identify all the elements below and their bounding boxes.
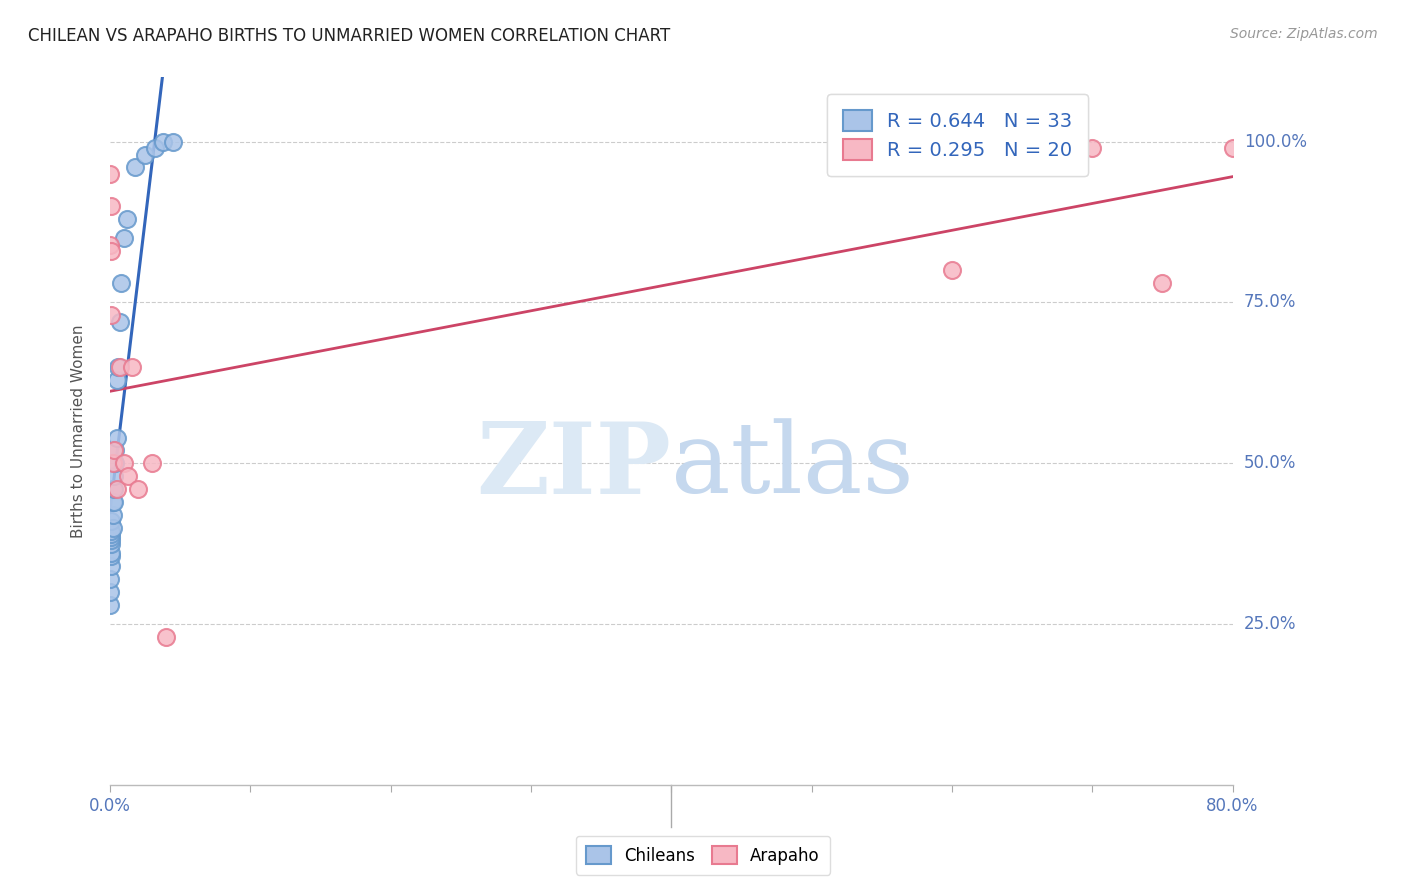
Point	[105, 373, 128, 387]
Point	[1222, 141, 1244, 155]
Point	[117, 469, 139, 483]
Point	[103, 469, 125, 483]
Point	[104, 456, 127, 470]
Text: CHILEAN VS ARAPAHO BIRTHS TO UNMARRIED WOMEN CORRELATION CHART: CHILEAN VS ARAPAHO BIRTHS TO UNMARRIED W…	[28, 27, 671, 45]
Point	[1081, 141, 1104, 155]
Point	[103, 443, 125, 458]
Point	[143, 141, 166, 155]
Point	[141, 456, 163, 470]
Point	[134, 147, 156, 161]
Point	[110, 276, 132, 290]
Point	[100, 549, 122, 564]
Point	[98, 237, 121, 252]
Text: atlas: atlas	[671, 418, 914, 515]
Point	[100, 244, 122, 258]
Y-axis label: Births to Unmarried Women: Births to Unmarried Women	[72, 325, 86, 538]
Point	[100, 199, 122, 213]
Point	[155, 630, 177, 644]
Point	[100, 514, 122, 528]
Point	[127, 482, 149, 496]
Point	[162, 135, 184, 149]
Point	[941, 263, 963, 277]
Text: 75.0%: 75.0%	[1244, 293, 1296, 311]
Point	[98, 167, 121, 181]
Point	[105, 431, 128, 445]
Point	[105, 482, 128, 496]
Point	[100, 533, 122, 548]
Legend: R = 0.644   N = 33, R = 0.295   N = 20: R = 0.644 N = 33, R = 0.295 N = 20	[827, 95, 1088, 176]
Point	[112, 456, 135, 470]
Text: 100.0%: 100.0%	[1244, 133, 1306, 151]
Point	[100, 524, 122, 538]
Point	[1152, 276, 1174, 290]
Point	[107, 359, 129, 374]
Point	[100, 309, 122, 323]
Point	[108, 315, 131, 329]
Point	[115, 211, 138, 226]
Point	[1011, 135, 1033, 149]
Point	[101, 520, 124, 534]
Point	[100, 536, 122, 550]
Point	[112, 231, 135, 245]
Text: 50.0%: 50.0%	[1244, 454, 1296, 472]
Text: Source: ZipAtlas.com: Source: ZipAtlas.com	[1230, 27, 1378, 41]
Point	[108, 359, 131, 374]
Point	[101, 508, 124, 522]
Point	[103, 495, 125, 509]
Point	[98, 585, 121, 599]
Text: 25.0%: 25.0%	[1244, 615, 1296, 633]
Point	[124, 161, 146, 175]
Point	[98, 572, 121, 586]
Point	[101, 495, 124, 509]
Point	[100, 559, 122, 574]
Point	[101, 456, 124, 470]
Point	[104, 443, 127, 458]
Point	[121, 359, 143, 374]
Point	[152, 135, 174, 149]
Point	[103, 482, 125, 496]
Point	[100, 527, 122, 541]
Point	[101, 482, 124, 496]
Legend: Chileans, Arapaho: Chileans, Arapaho	[576, 836, 830, 875]
Point	[100, 530, 122, 544]
Text: ZIP: ZIP	[477, 418, 671, 515]
Point	[98, 598, 121, 612]
Point	[100, 546, 122, 560]
